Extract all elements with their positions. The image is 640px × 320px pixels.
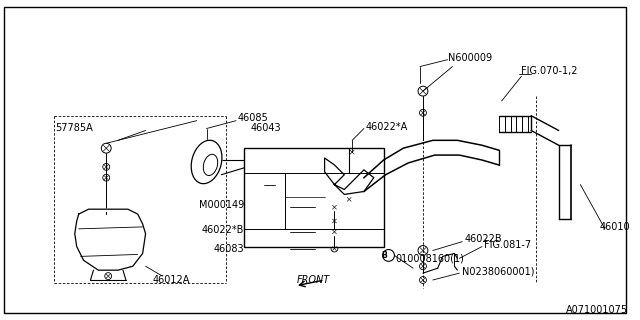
Text: N0238060001): N0238060001) [462,266,535,276]
Text: 46022*A: 46022*A [366,122,408,132]
Ellipse shape [204,154,218,176]
Text: N600009: N600009 [447,53,492,63]
Text: 57785A: 57785A [55,123,93,132]
Text: 46012A: 46012A [152,275,190,285]
Text: FIG.070-1,2: FIG.070-1,2 [522,67,578,76]
Text: A071001075: A071001075 [566,305,628,315]
Ellipse shape [191,140,222,184]
Text: FRONT: FRONT [297,275,330,285]
Text: 46022*B: 46022*B [202,225,244,235]
Text: 46010: 46010 [600,222,630,232]
Text: M000149: M000149 [198,200,244,210]
Text: 46085: 46085 [238,113,269,123]
Polygon shape [75,209,145,270]
Text: B: B [381,251,387,260]
Bar [244,148,383,246]
Text: 010008160(1): 010008160(1) [396,253,464,263]
Polygon shape [324,158,374,195]
Text: 46022B: 46022B [464,234,502,244]
Text: FIG.081-7: FIG.081-7 [484,240,531,250]
Text: 46043: 46043 [251,123,282,132]
Text: 46083: 46083 [213,244,244,253]
